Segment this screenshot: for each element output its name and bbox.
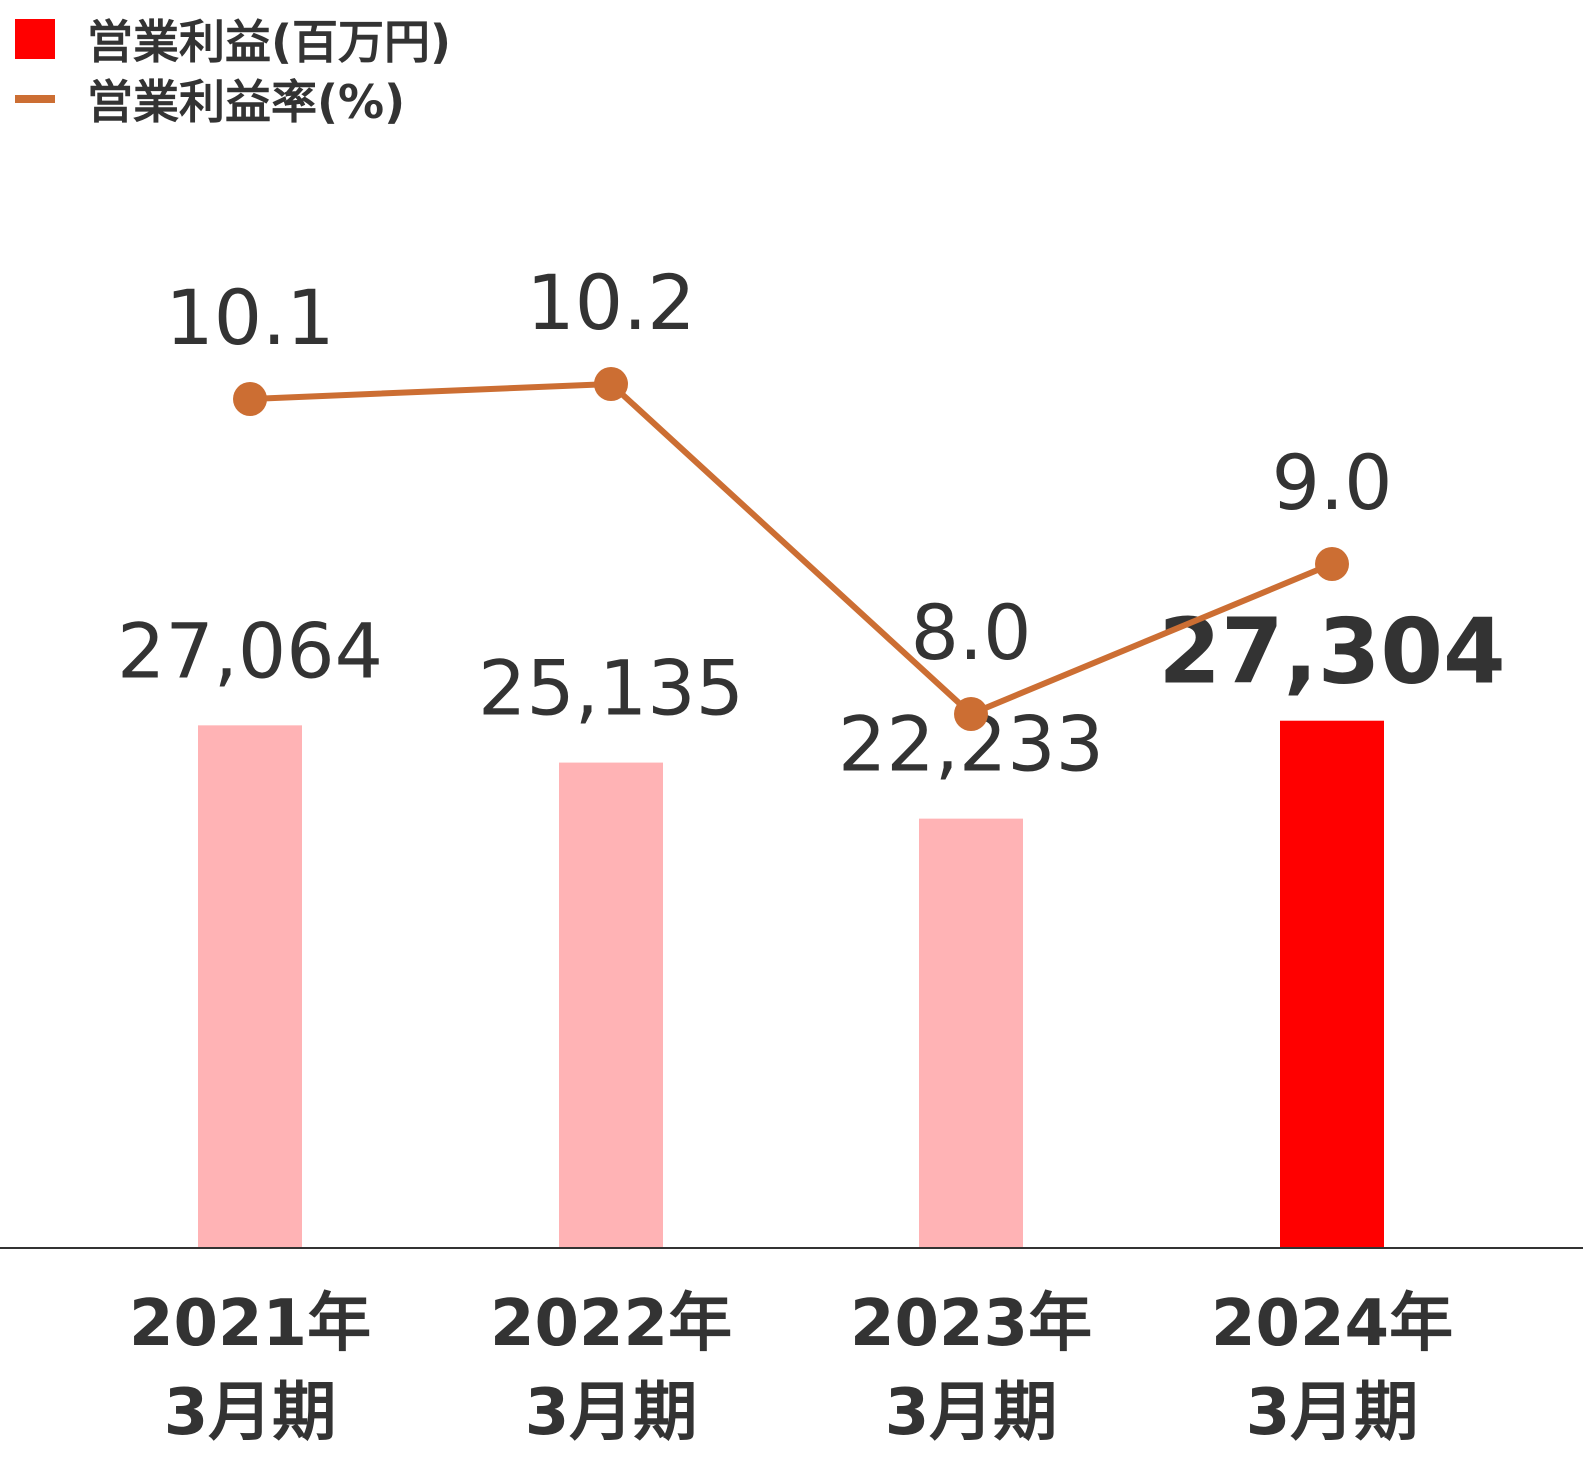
legend-item-operating-margin: 営業利益率(%) [15,66,405,132]
x-tick-label-0-1: 3月期 [164,1376,337,1450]
legend-swatch-line [15,95,55,103]
x-tick-label-2-1: 3月期 [885,1376,1058,1450]
bar-value-label-0: 27,064 [117,606,383,695]
bar-1 [559,762,663,1248]
line-series-group [233,367,1349,731]
x-tick-label-1-0: 2022年 [490,1287,732,1361]
legend-label-operating-profit: 営業利益(百万円) [87,15,452,69]
x-axis-labels-group: 2021年 3月期 2022年 3月期 2023年 3月期 2024年 3月期 [129,1287,1453,1450]
legend-item-operating-profit: 営業利益(百万円) [15,6,451,72]
bar-2 [919,818,1023,1248]
margin-value-label-0: 10.1 [165,273,334,362]
x-tick-label-3-0: 2024年 [1211,1287,1453,1361]
margin-value-label-3: 9.0 [1272,438,1393,527]
x-tick-label-2-0: 2023年 [850,1287,1092,1361]
legend-label-operating-margin: 営業利益率(%) [87,75,406,129]
line-labels-group: 10.1 10.2 8.0 9.0 [165,258,1392,677]
margin-point-3 [1315,547,1349,581]
margin-value-label-1: 10.2 [526,258,695,347]
bars-group [198,720,1384,1248]
x-tick-label-0-0: 2021年 [129,1287,371,1361]
bar-value-label-3: 27,304 [1158,600,1505,705]
margin-point-2 [954,697,988,731]
bar-0 [198,725,302,1248]
x-tick-label-1-1: 3月期 [525,1376,698,1450]
x-tick-label-3-1: 3月期 [1246,1376,1419,1450]
margin-point-0 [233,382,267,416]
margin-line [249,380,1334,718]
margin-point-1 [594,367,628,401]
bar-3 [1280,720,1384,1248]
margin-value-label-2: 8.0 [911,588,1032,677]
bar-value-label-1: 25,135 [478,644,744,733]
legend-swatch-bar [15,19,55,59]
